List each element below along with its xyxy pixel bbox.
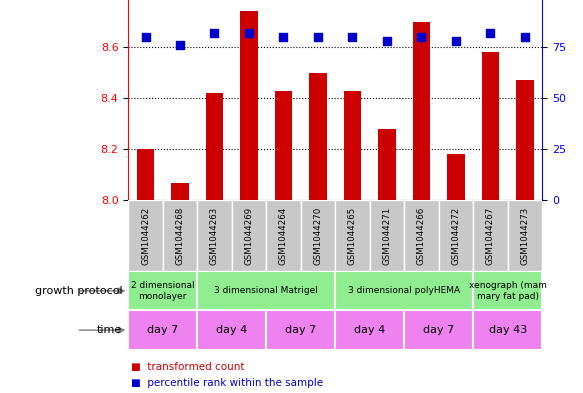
Text: GSM1044272: GSM1044272 <box>451 207 461 265</box>
Text: GSM1044263: GSM1044263 <box>210 207 219 265</box>
Text: GSM1044264: GSM1044264 <box>279 207 288 265</box>
Text: GSM1044262: GSM1044262 <box>141 207 150 265</box>
Point <box>244 30 254 36</box>
Bar <box>413 22 430 200</box>
Text: xenograph (mam
mary fat pad): xenograph (mam mary fat pad) <box>469 281 547 301</box>
Bar <box>370 200 404 271</box>
Point <box>417 34 426 40</box>
Bar <box>404 200 439 271</box>
Bar <box>266 310 335 350</box>
Bar <box>137 149 154 200</box>
Text: GSM1044270: GSM1044270 <box>314 207 322 265</box>
Bar <box>508 200 542 271</box>
Bar <box>344 91 361 200</box>
Bar <box>482 52 499 200</box>
Bar <box>163 200 197 271</box>
Text: GSM1044266: GSM1044266 <box>417 207 426 265</box>
Bar <box>447 154 465 200</box>
Bar <box>275 91 292 200</box>
Text: GSM1044271: GSM1044271 <box>382 207 391 265</box>
Text: GSM1044273: GSM1044273 <box>521 207 529 265</box>
Point <box>520 34 529 40</box>
Text: GSM1044269: GSM1044269 <box>244 207 254 265</box>
Bar <box>517 80 533 200</box>
Point <box>382 38 392 44</box>
Bar <box>240 11 258 200</box>
Text: day 4: day 4 <box>354 325 385 335</box>
Bar <box>473 310 542 350</box>
Bar <box>310 73 326 200</box>
Text: day 43: day 43 <box>489 325 527 335</box>
Text: growth protocol: growth protocol <box>35 286 122 296</box>
Text: time: time <box>97 325 122 335</box>
Bar <box>335 271 473 310</box>
Bar <box>473 271 542 310</box>
Point <box>141 34 150 40</box>
Point <box>279 34 288 40</box>
Bar <box>473 200 508 271</box>
Bar <box>197 271 335 310</box>
Bar <box>128 200 163 271</box>
Bar <box>232 200 266 271</box>
Text: day 7: day 7 <box>285 325 317 335</box>
Bar <box>206 93 223 200</box>
Text: day 7: day 7 <box>147 325 178 335</box>
Text: 3 dimensional Matrigel: 3 dimensional Matrigel <box>215 286 318 295</box>
Bar <box>335 310 404 350</box>
Text: ■  percentile rank within the sample: ■ percentile rank within the sample <box>131 378 324 388</box>
Text: ■  transformed count: ■ transformed count <box>131 362 245 373</box>
Point <box>175 42 185 48</box>
Point <box>486 30 495 36</box>
Point <box>348 34 357 40</box>
Bar <box>197 200 232 271</box>
Bar <box>378 129 396 200</box>
Bar <box>438 200 473 271</box>
Text: GSM1044267: GSM1044267 <box>486 207 495 265</box>
Bar <box>128 310 197 350</box>
Bar <box>404 310 473 350</box>
Text: day 7: day 7 <box>423 325 454 335</box>
Text: 2 dimensional
monolayer: 2 dimensional monolayer <box>131 281 195 301</box>
Bar <box>266 200 301 271</box>
Text: 3 dimensional polyHEMA: 3 dimensional polyHEMA <box>348 286 460 295</box>
Text: GSM1044268: GSM1044268 <box>175 207 184 265</box>
Text: day 4: day 4 <box>216 325 247 335</box>
Point <box>451 38 461 44</box>
Bar <box>197 310 266 350</box>
Bar <box>335 200 370 271</box>
Bar <box>301 200 335 271</box>
Point <box>313 34 322 40</box>
Text: GSM1044265: GSM1044265 <box>348 207 357 265</box>
Bar <box>171 182 189 200</box>
Bar <box>128 271 197 310</box>
Point <box>210 30 219 36</box>
